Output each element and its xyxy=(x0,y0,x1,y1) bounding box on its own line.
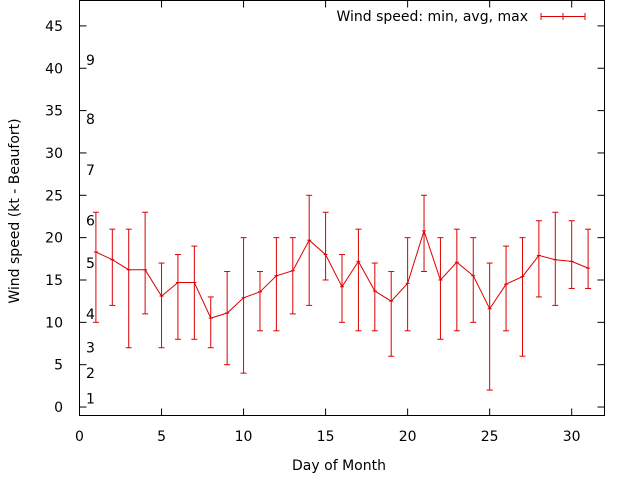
x-tick-label: 0 xyxy=(75,429,84,445)
y-tick-label: 20 xyxy=(45,231,63,247)
x-tick-label: 5 xyxy=(157,429,166,445)
x-tick-label: 30 xyxy=(563,429,581,445)
y-tick-label: 10 xyxy=(45,315,63,331)
x-tick-label: 15 xyxy=(317,429,335,445)
y-tick-label: 40 xyxy=(45,61,63,77)
beaufort-label: 4 xyxy=(86,307,95,323)
x-axis-label: Day of Month xyxy=(292,458,386,474)
plot-frame xyxy=(79,0,605,416)
beaufort-label: 2 xyxy=(86,366,95,382)
x-tick-label: 10 xyxy=(235,429,253,445)
beaufort-label: 1 xyxy=(86,392,95,408)
y-tick-label: 5 xyxy=(54,358,63,374)
x-tick-label: 25 xyxy=(481,429,499,445)
y-tick-label: 0 xyxy=(54,400,63,416)
legend: Wind speed: min, avg, max xyxy=(336,9,586,25)
y-tick-label: 45 xyxy=(45,19,63,35)
legend-label: Wind speed: min, avg, max xyxy=(336,9,528,25)
beaufort-label: 3 xyxy=(86,341,95,357)
x-tick-label: 20 xyxy=(399,429,417,445)
y-tick-label: 25 xyxy=(45,188,63,204)
y-tick-label: 35 xyxy=(45,104,63,120)
y-tick-label: 15 xyxy=(45,273,63,289)
beaufort-label: 7 xyxy=(86,163,95,179)
y-tick-label: 30 xyxy=(45,146,63,162)
beaufort-annotations: 1 2 3 4 5 6 7 8 9 xyxy=(86,53,95,408)
beaufort-label: 8 xyxy=(86,112,95,128)
series-layer xyxy=(92,194,592,391)
beaufort-label: 6 xyxy=(86,214,95,230)
beaufort-label: 9 xyxy=(86,53,95,69)
y-axis-label: Wind speed (kt - Beaufort) xyxy=(7,118,23,303)
beaufort-label: 5 xyxy=(86,256,95,272)
